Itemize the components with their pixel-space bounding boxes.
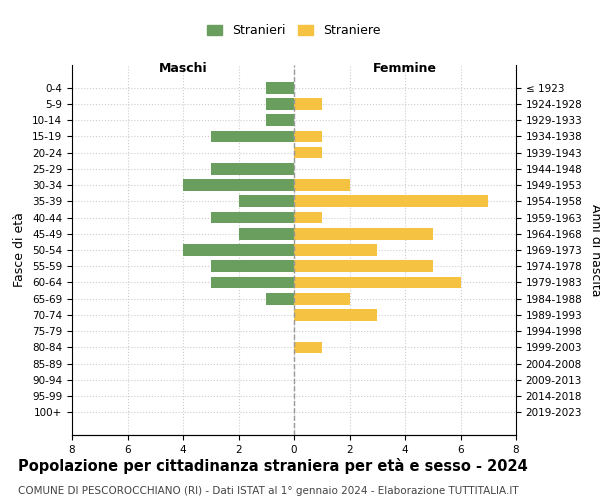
Bar bbox=[294, 293, 349, 304]
Bar bbox=[294, 130, 322, 142]
Bar bbox=[294, 309, 377, 321]
Legend: Stranieri, Straniere: Stranieri, Straniere bbox=[202, 20, 386, 42]
Bar bbox=[211, 163, 294, 174]
Bar bbox=[294, 276, 461, 288]
Bar bbox=[266, 82, 294, 94]
Bar bbox=[294, 196, 488, 207]
Text: Popolazione per cittadinanza straniera per età e sesso - 2024: Popolazione per cittadinanza straniera p… bbox=[18, 458, 528, 473]
Bar bbox=[294, 228, 433, 239]
Bar bbox=[183, 179, 294, 191]
Bar bbox=[211, 212, 294, 224]
Text: COMUNE DI PESCOROCCHIANO (RI) - Dati ISTAT al 1° gennaio 2024 - Elaborazione TUT: COMUNE DI PESCOROCCHIANO (RI) - Dati IST… bbox=[18, 486, 518, 496]
Bar bbox=[183, 244, 294, 256]
Bar bbox=[211, 260, 294, 272]
Text: Maschi: Maschi bbox=[158, 62, 208, 74]
Bar bbox=[211, 276, 294, 288]
Bar bbox=[294, 244, 377, 256]
Bar bbox=[294, 342, 322, 353]
Bar bbox=[266, 114, 294, 126]
Bar bbox=[294, 179, 349, 191]
Bar bbox=[266, 293, 294, 304]
Bar bbox=[266, 98, 294, 110]
Bar bbox=[294, 98, 322, 110]
Bar bbox=[294, 260, 433, 272]
Bar bbox=[239, 228, 294, 239]
Bar bbox=[294, 147, 322, 158]
Bar bbox=[211, 130, 294, 142]
Text: Femmine: Femmine bbox=[373, 62, 437, 74]
Y-axis label: Anni di nascita: Anni di nascita bbox=[589, 204, 600, 296]
Bar bbox=[239, 196, 294, 207]
Y-axis label: Fasce di età: Fasce di età bbox=[13, 212, 26, 288]
Bar bbox=[294, 212, 322, 224]
